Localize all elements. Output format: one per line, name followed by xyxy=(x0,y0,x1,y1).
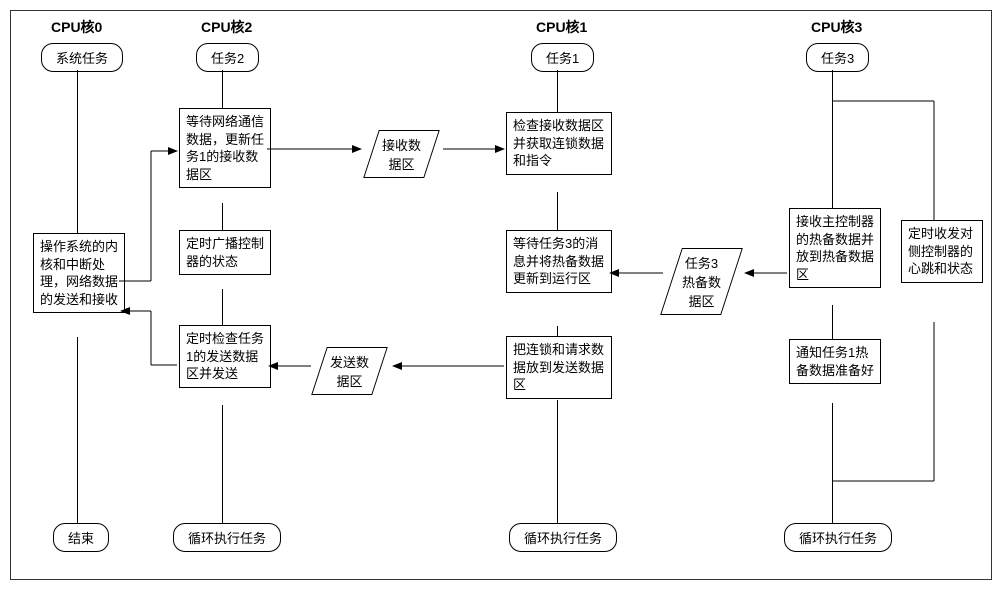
process-core3-heartbeat: 定时收发对侧控制器的心跳和状态 xyxy=(901,220,983,283)
line-core2-c xyxy=(222,289,223,325)
dataio-recv-label: 接收数据区 xyxy=(382,135,421,173)
process-core1-put: 把连锁和请求数据放到发送数据区 xyxy=(506,336,612,399)
dataio-hot-label: 任务3热备数据区 xyxy=(682,253,721,310)
process-core2-wait: 等待网络通信数据，更新任务1的接收数据区 xyxy=(179,108,271,188)
terminal-core0-end: 结束 xyxy=(53,523,109,552)
line-core1-a xyxy=(557,70,558,112)
process-core2-check: 定时检查任务1的发送数据区并发送 xyxy=(179,325,271,388)
process-core1-check: 检查接收数据区并获取连锁数据和指令 xyxy=(506,112,612,175)
line-core1-c xyxy=(557,326,558,336)
terminal-core2-start: 任务2 xyxy=(196,43,259,72)
swimlane-diagram: CPU核0 CPU核2 CPU核1 CPU核3 系统任务 任务2 任务1 任务3… xyxy=(10,10,992,580)
process-core3-notify: 通知任务1热备数据准备好 xyxy=(789,339,881,384)
line-core2-b xyxy=(222,203,223,230)
line-core3-b xyxy=(832,305,833,339)
lane-header-core1: CPU核1 xyxy=(536,17,587,37)
terminal-core1-start: 任务1 xyxy=(531,43,594,72)
line-core0-bot xyxy=(77,337,78,523)
process-core3-recv: 接收主控制器的热备数据并放到热备数据区 xyxy=(789,208,881,288)
terminal-core1-end: 循环执行任务 xyxy=(509,523,617,552)
line-core2-a xyxy=(222,70,223,108)
dataio-send: 发送数据区 xyxy=(311,347,388,395)
lane-header-core0: CPU核0 xyxy=(51,17,102,37)
process-core1-wait: 等待任务3的消息并将热备数据更新到运行区 xyxy=(506,230,612,293)
line-core0-top xyxy=(77,70,78,233)
lane-header-core2: CPU核2 xyxy=(201,17,252,37)
line-core2-d xyxy=(222,405,223,523)
terminal-core2-end: 循环执行任务 xyxy=(173,523,281,552)
line-core1-d xyxy=(557,400,558,523)
arrow-layer xyxy=(11,11,991,579)
lane-header-core3: CPU核3 xyxy=(811,17,862,37)
dataio-recv: 接收数据区 xyxy=(363,130,440,178)
line-core3-a xyxy=(832,70,833,208)
dataio-hot: 任务3热备数据区 xyxy=(660,248,743,315)
line-core1-b xyxy=(557,192,558,230)
line-core3-c xyxy=(832,403,833,523)
process-core0-os: 操作系统的内核和中断处理，网络数据的发送和接收 xyxy=(33,233,125,313)
terminal-core3-end: 循环执行任务 xyxy=(784,523,892,552)
process-core2-broadcast: 定时广播控制器的状态 xyxy=(179,230,271,275)
dataio-send-label: 发送数据区 xyxy=(330,352,369,390)
terminal-core3-start: 任务3 xyxy=(806,43,869,72)
terminal-core0-start: 系统任务 xyxy=(41,43,123,72)
